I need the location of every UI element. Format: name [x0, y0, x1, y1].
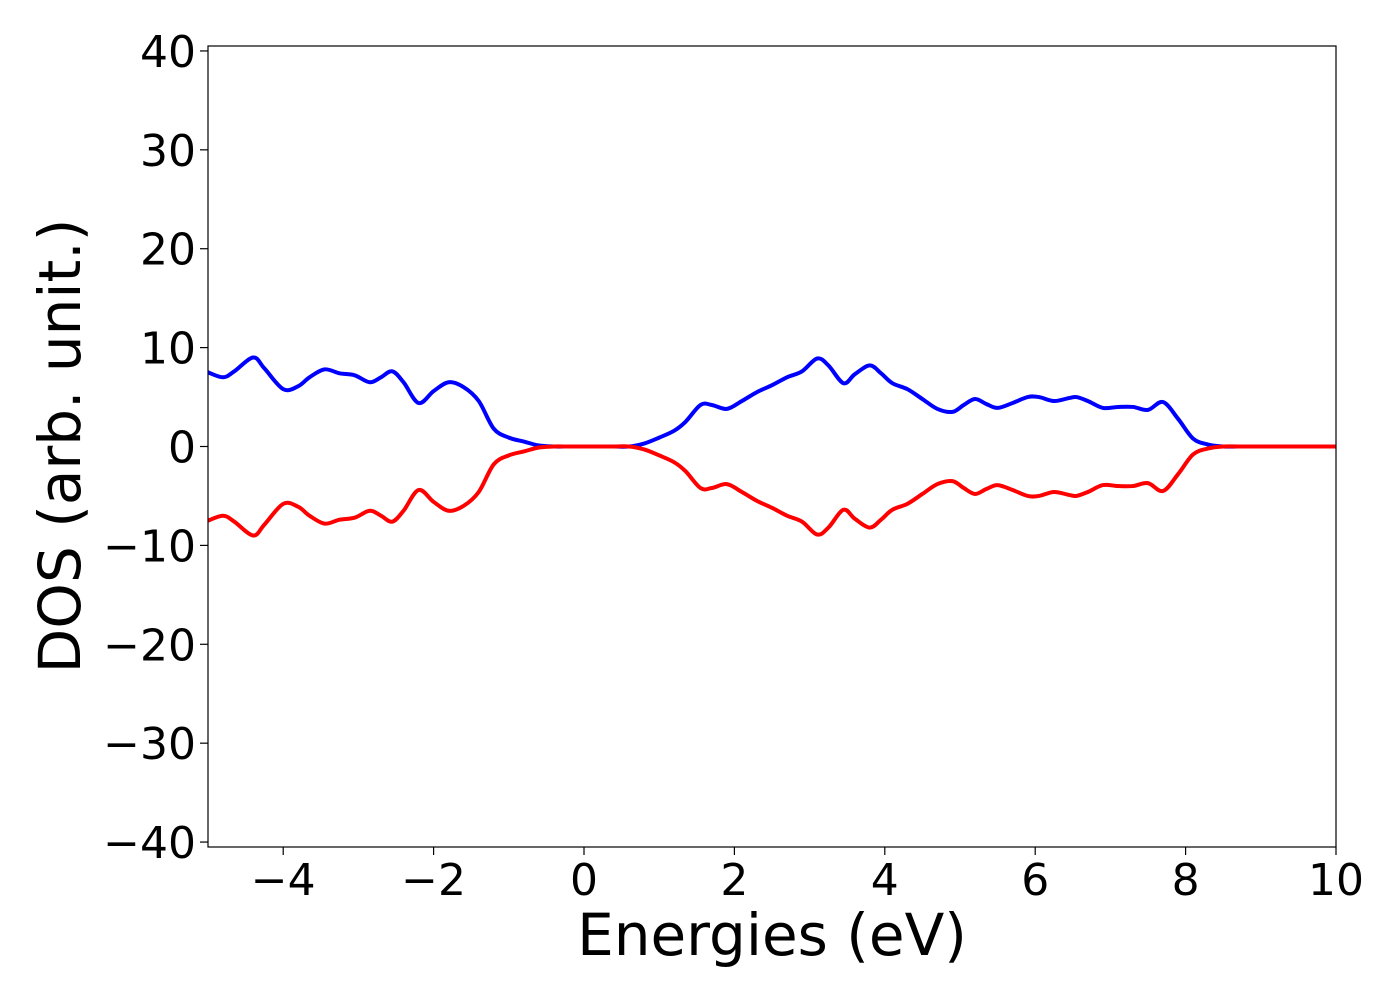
x-tick-label: 10 [1308, 855, 1364, 906]
series-layer [207, 355, 1336, 538]
series-line-1 [207, 355, 1336, 449]
x-tick-label: 6 [1021, 855, 1049, 906]
x-tick-label: 2 [720, 855, 748, 906]
y-tick-label: 30 [140, 126, 196, 177]
x-tick-label: 8 [1172, 855, 1200, 906]
y-axis-label: DOS (arb. unit.) [26, 219, 94, 674]
y-tick-label: −20 [103, 620, 196, 671]
x-axis-label: Energies (eV) [577, 901, 967, 969]
y-tick-label: −30 [103, 719, 196, 770]
x-tick-label: −4 [251, 855, 316, 906]
y-tick-label: 40 [140, 27, 196, 78]
y-tick-label: −10 [103, 521, 196, 572]
y-tick-label: 20 [140, 225, 196, 276]
series-line-2 [207, 444, 1336, 538]
x-tick-label: −2 [401, 855, 466, 906]
y-tick-label: −40 [103, 818, 196, 869]
x-tick-label: 0 [570, 855, 598, 906]
plot-area-frame [207, 45, 1337, 848]
y-tick-label: 0 [168, 423, 196, 474]
y-tick-label: 10 [140, 324, 196, 375]
x-tick-label: 4 [871, 855, 899, 906]
